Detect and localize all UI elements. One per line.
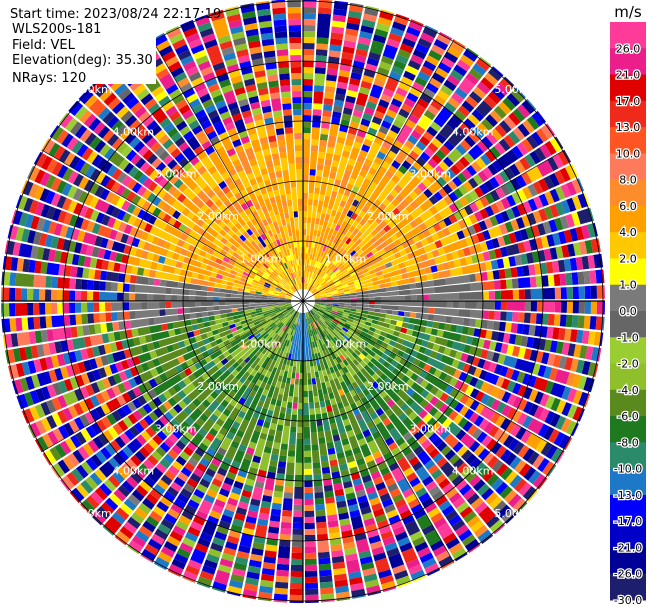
colorbar-swatch xyxy=(610,232,646,259)
azimuth-line xyxy=(302,149,565,302)
range-ring-label: 5.00km xyxy=(70,83,112,96)
range-ring-label: 2.00km xyxy=(367,210,409,223)
velocity-gates xyxy=(1,2,604,604)
range-ring-labels: 1.00km 1.00km 1.00km 1.00km 2.00km 2.00km 2.00… xyxy=(70,83,536,520)
azimuth-line xyxy=(302,300,565,453)
range-ring-label: 4.00km xyxy=(452,125,494,138)
start-time-text: Start time: 2023/08/24 22:17:19 xyxy=(10,7,222,22)
colorbar-swatch xyxy=(610,547,646,575)
field-text: Field: VEL xyxy=(12,38,75,53)
azimuth-line xyxy=(151,300,304,563)
range-ring-label: 2.00km xyxy=(197,380,239,393)
colorbar-tick-label: 8.0 xyxy=(619,174,637,187)
colorbar-swatch xyxy=(610,22,646,49)
range-ring-label: 3.00km xyxy=(155,168,197,181)
range-ring-label: 1.00km xyxy=(240,253,282,266)
colorbar-tick-label: 10.0 xyxy=(616,147,641,160)
colorbar-swatch xyxy=(610,205,646,233)
range-ring-label: 4.00km xyxy=(452,465,494,478)
colorbar-unit-label: m/s xyxy=(614,3,642,21)
colorbar-tick-label: -8.0 xyxy=(617,436,638,449)
colorbar-tick-label: 17.0 xyxy=(616,95,641,108)
velocity-sectors xyxy=(0,0,606,604)
range-ring-label: 4.00km xyxy=(113,125,155,138)
range-ring-label: 5.00km xyxy=(70,507,112,520)
azimuth-line xyxy=(302,300,455,563)
velocity-gates xyxy=(7,0,603,602)
colorbar-tick-label: -10.0 xyxy=(614,463,642,476)
range-ring-label: 4.00km xyxy=(113,465,155,478)
range-ring-label: 2.00km xyxy=(197,210,239,223)
colorbar-swatch xyxy=(610,284,646,312)
info-box-background xyxy=(6,4,156,84)
colorbar-tick-label: -2.0 xyxy=(617,358,638,371)
range-ring-label: 3.00km xyxy=(409,168,451,181)
range-ring-label: 3.00km xyxy=(155,422,197,435)
colorbar-swatch xyxy=(610,468,646,496)
colorbar-tick-label: -21.0 xyxy=(614,541,642,554)
instrument-text: WLS200s-181 xyxy=(12,22,102,37)
azimuth-line xyxy=(151,39,304,302)
colorbar-tick-label: 21.0 xyxy=(616,69,641,82)
velocity-gates xyxy=(5,11,594,571)
colorbar-tick-label: 26.0 xyxy=(616,42,641,55)
colorbar-swatch xyxy=(610,48,646,76)
colorbar-tick-label: -4.0 xyxy=(617,384,638,397)
nrays-text: NRays: 120 xyxy=(12,71,87,86)
colorbar-swatch xyxy=(610,494,646,522)
colorbar-swatch xyxy=(610,127,646,154)
colorbar-tick-label: 1.0 xyxy=(619,279,637,292)
colorbar-tick-label: -1.0 xyxy=(617,331,638,344)
azimuth-line xyxy=(41,300,304,453)
range-ring-label: 1.00km xyxy=(325,337,367,350)
colorbar-swatch xyxy=(610,573,646,601)
azimuth-line xyxy=(302,39,455,302)
colorbar-tick-label: 6.0 xyxy=(619,200,637,213)
velocity-gates xyxy=(2,6,596,595)
azimuth-lines xyxy=(1,0,605,603)
colorbar-swatch xyxy=(610,311,646,338)
colorbar-swatch xyxy=(610,258,646,286)
colorbar-tick-label: -17.0 xyxy=(614,515,642,528)
colorbar-swatch xyxy=(610,363,646,391)
range-ring-label: 3.00km xyxy=(409,422,451,435)
colorbar-swatch xyxy=(610,179,646,207)
colorbar-swatch xyxy=(610,337,646,365)
range-ring-label: 2.00km xyxy=(367,380,409,393)
colorbar-swatch xyxy=(610,442,646,470)
azimuth-line xyxy=(41,149,304,302)
colorbar-swatch xyxy=(610,416,646,443)
colorbar-tick-label: -6.0 xyxy=(617,410,638,423)
colorbar-swatch xyxy=(610,389,646,417)
colorbar-tick-label: -26.0 xyxy=(614,568,642,581)
velocity-gates xyxy=(3,5,578,601)
range-ring-label: 5.00km xyxy=(494,83,536,96)
range-ring-label: 5.00km xyxy=(494,507,536,520)
range-ring-label: 1.00km xyxy=(325,253,367,266)
colorbar-tick-label: -13.0 xyxy=(614,489,642,502)
colorbar-swatch xyxy=(610,74,646,102)
elevation-text: Elevation(deg): 35.30 xyxy=(12,53,153,68)
colorbar-tick-label: 0.0 xyxy=(619,305,637,318)
range-ring-label: 1.00km xyxy=(240,337,282,350)
colorbar-swatch xyxy=(610,100,646,128)
colorbar-swatch xyxy=(610,153,646,181)
colorbar-tick-label: 13.0 xyxy=(616,121,641,134)
colorbar: m/s 26.0 21.0 17.0 13.0 10.0 8.0 6.0 4.0 2.0 1.0 0.… xyxy=(610,3,646,607)
velocity-gates xyxy=(21,20,590,588)
colorbar-tick-label: -30.0 xyxy=(614,594,642,607)
colorbar-tick-label: 4.0 xyxy=(619,226,637,239)
colorbar-tick-label: 2.0 xyxy=(619,252,637,265)
velocity-gates xyxy=(3,0,606,601)
colorbar-swatch xyxy=(610,521,646,548)
